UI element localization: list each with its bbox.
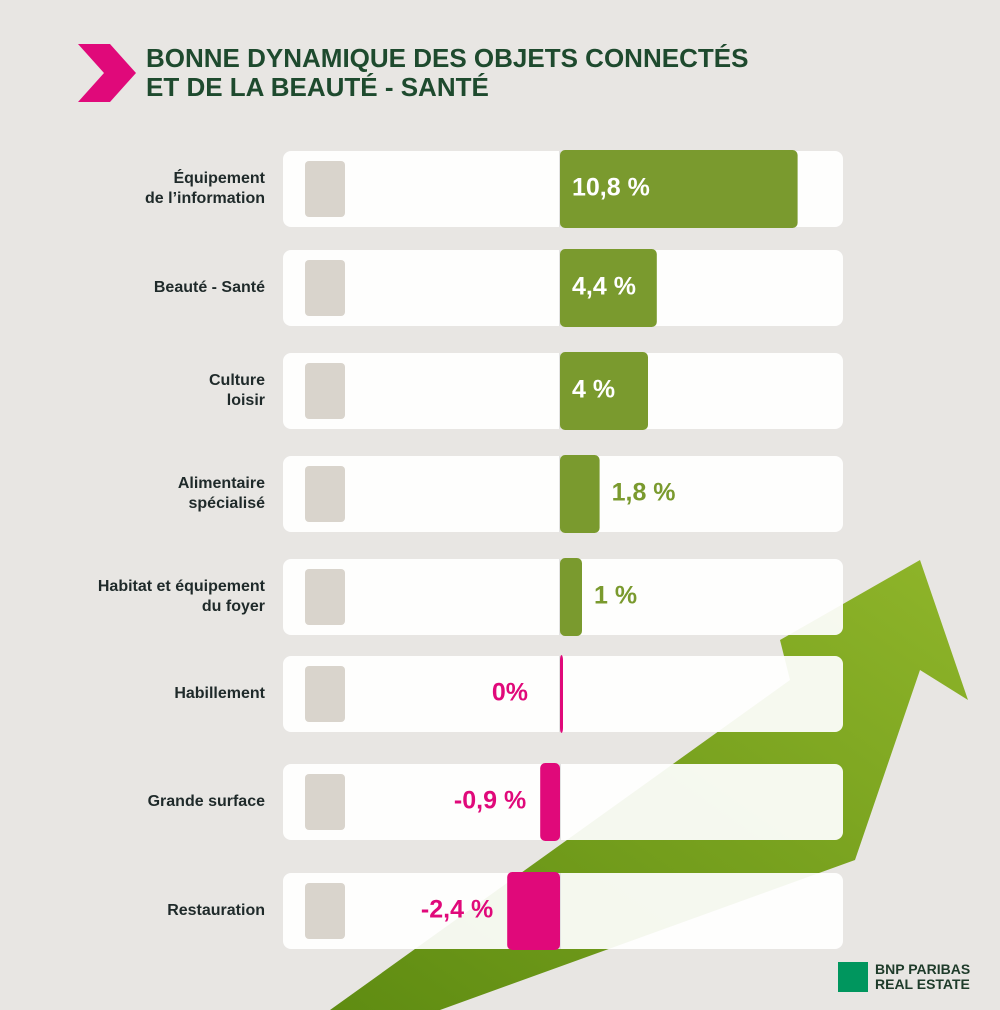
logo-mark [838, 962, 868, 992]
icon [305, 774, 345, 830]
icon [305, 260, 345, 316]
row-box [283, 873, 843, 949]
value-label: 0% [492, 679, 528, 707]
value-label: -0,9 % [454, 787, 526, 815]
bar [560, 655, 563, 733]
chevron [78, 44, 136, 102]
bar [560, 558, 582, 636]
icon [305, 466, 345, 522]
chart-title: BONNE DYNAMIQUE DES OBJETS CONNECTÉS ET … [146, 43, 749, 102]
category-label: Habitat et équipement du foyer [97, 578, 265, 615]
icon [305, 569, 345, 625]
value-label: 4 % [572, 376, 615, 404]
category-label: Restauration [167, 902, 265, 919]
bar [560, 352, 648, 430]
value-label: 1 % [594, 582, 637, 610]
bar [560, 150, 798, 228]
value-label: 4,4 % [572, 273, 636, 301]
icon [305, 161, 345, 217]
category-label: Beauté - Santé [153, 279, 265, 296]
icon [305, 883, 345, 939]
category-label: Équipement de l’information [145, 170, 265, 207]
value-label: 1,8 % [612, 479, 676, 507]
category-label: Alimentaire spécialisé [177, 475, 265, 512]
brand: BNP PARIBAS REAL ESTATE [875, 961, 971, 992]
bar [560, 455, 600, 533]
value-label: 10,8 % [572, 174, 650, 202]
value-label: -2,4 % [421, 896, 493, 924]
icon [305, 666, 345, 722]
bar [507, 872, 560, 950]
icon [305, 363, 345, 419]
bar [560, 249, 657, 327]
category-label: Culture loisir [209, 372, 265, 409]
row-box [283, 764, 843, 840]
category-label: Habillement [174, 685, 265, 702]
category-label: Grande surface [147, 793, 265, 810]
bar [540, 763, 560, 841]
